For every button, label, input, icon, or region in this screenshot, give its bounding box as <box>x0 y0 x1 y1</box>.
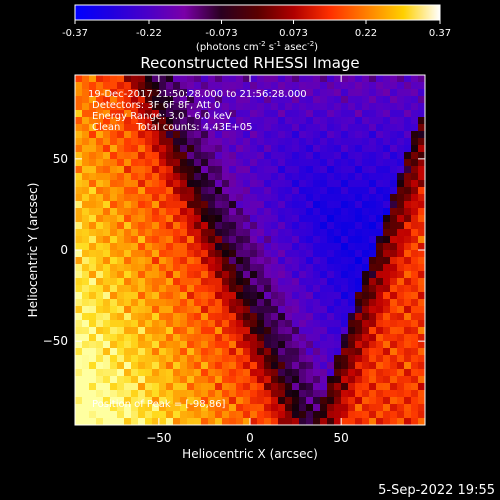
footer-date: 5-Sep-2022 19:55 <box>378 483 495 498</box>
colorbar-tick-label: -0.073 <box>205 28 237 39</box>
colorbar-tick-label: -0.22 <box>136 28 162 39</box>
colorbar-ticks: -0.37 -0.22 -0.073 0.073 0.22 0.37 <box>62 20 451 39</box>
heatmap-image <box>75 75 425 425</box>
chart-title: Reconstructed RHESSI Image <box>140 54 359 72</box>
colorbar: -0.37 -0.22 -0.073 0.073 0.22 0.37 (photons c… <box>62 4 451 53</box>
x-axis-label: Heliocentric X (arcsec) <box>182 447 318 461</box>
x-tick-label: 0 <box>246 431 254 445</box>
axis-ticks: −50 0 50 50 0 −50 <box>43 75 425 445</box>
annotations: 19-Dec-2017 21:50:28.000 to 21:56:28.000… <box>88 89 307 410</box>
colorbar-tick-label: 0.22 <box>355 28 377 39</box>
x-tick-label: −50 <box>146 431 171 445</box>
annotation-energy: Energy Range: 3.0 - 6.0 keV <box>92 111 232 122</box>
annotation-time-range: 19-Dec-2017 21:50:28.000 to 21:56:28.000 <box>88 89 307 100</box>
annotation-detectors: Detectors: 3F 6F 8F, Att 0 <box>92 100 220 111</box>
annotation-peak: Position of Peak = [-98,86] <box>92 399 226 410</box>
colorbar-tick-label: 0.37 <box>429 28 451 39</box>
y-tick-label: 0 <box>60 243 68 257</box>
annotation-clean: Clean Total counts: 4.43E+05 <box>92 122 252 133</box>
y-tick-label: 50 <box>53 152 68 166</box>
x-tick-label: 50 <box>334 431 349 445</box>
colorbar-unit: (photons cm-2 s-1 asec-2) <box>196 40 318 53</box>
colorbar-tick-label: 0.073 <box>279 28 308 39</box>
colorbar-fill <box>74 4 441 21</box>
y-tick-label: −50 <box>43 334 68 348</box>
colorbar-tick-label: -0.37 <box>62 28 88 39</box>
y-axis-label: Heliocentric Y (arcsec) <box>26 183 40 318</box>
